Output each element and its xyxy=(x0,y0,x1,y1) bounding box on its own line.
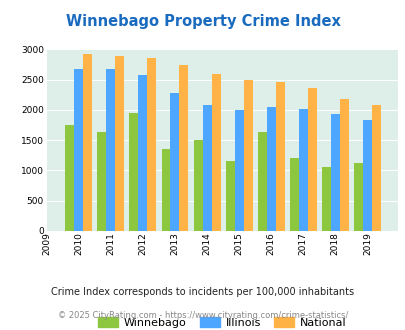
Bar xyxy=(257,132,266,231)
Bar xyxy=(97,132,106,231)
Bar xyxy=(298,109,307,231)
Bar xyxy=(243,80,252,231)
Bar xyxy=(138,75,147,231)
Bar xyxy=(115,55,124,231)
Bar xyxy=(106,69,115,231)
Bar xyxy=(371,105,380,231)
Text: © 2025 CityRating.com - https://www.cityrating.com/crime-statistics/: © 2025 CityRating.com - https://www.city… xyxy=(58,311,347,320)
Bar xyxy=(170,93,179,231)
Text: Crime Index corresponds to incidents per 100,000 inhabitants: Crime Index corresponds to incidents per… xyxy=(51,287,354,297)
Bar xyxy=(83,54,92,231)
Bar xyxy=(266,107,275,231)
Bar xyxy=(147,58,156,231)
Bar xyxy=(161,149,170,231)
Bar xyxy=(289,158,298,231)
Bar xyxy=(65,125,74,231)
Bar xyxy=(74,69,83,231)
Bar xyxy=(193,140,202,231)
Bar xyxy=(202,105,211,231)
Text: Winnebago Property Crime Index: Winnebago Property Crime Index xyxy=(65,14,340,29)
Bar xyxy=(225,161,234,231)
Legend: Winnebago, Illinois, National: Winnebago, Illinois, National xyxy=(94,313,350,330)
Bar xyxy=(339,98,348,231)
Bar xyxy=(353,163,362,231)
Bar xyxy=(362,120,371,231)
Bar xyxy=(211,74,220,231)
Bar xyxy=(330,114,339,231)
Bar xyxy=(307,88,316,231)
Bar xyxy=(179,65,188,231)
Bar xyxy=(234,110,243,231)
Bar xyxy=(321,167,330,231)
Bar xyxy=(129,113,138,231)
Bar xyxy=(275,82,284,231)
